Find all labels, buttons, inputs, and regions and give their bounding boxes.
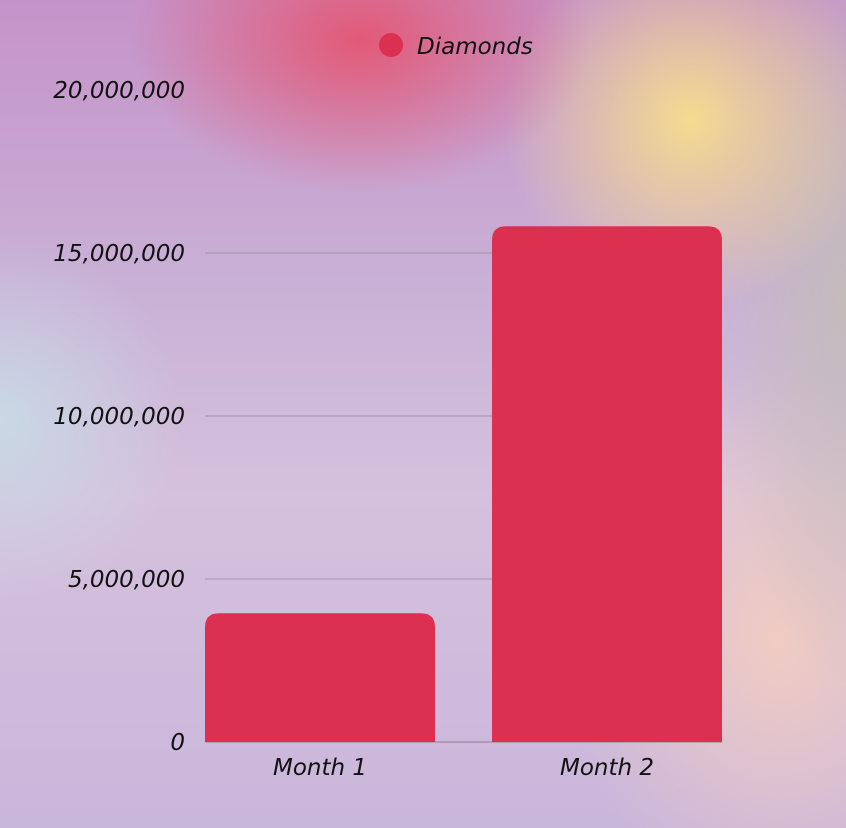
x-tick-label: Month 1 [273,755,367,781]
bar-month-1 [205,613,435,742]
bars [205,226,722,742]
bar-month-2 [492,226,722,742]
legend-swatch-diamonds [379,33,403,57]
legend: Diamonds [379,33,533,60]
y-tick-label: 5,000,000 [68,567,185,593]
y-tick-label: 0 [170,730,185,756]
legend-label-diamonds: Diamonds [417,34,533,60]
y-axis-ticks: 0 5,000,000 10,000,000 15,000,000 20,000,000 [53,78,185,756]
x-axis-ticks: Month 1 Month 2 [273,755,654,781]
y-tick-label: 20,000,000 [53,78,185,104]
y-tick-label: 15,000,000 [53,241,185,267]
x-tick-label: Month 2 [560,755,654,781]
y-tick-label: 10,000,000 [53,404,185,430]
